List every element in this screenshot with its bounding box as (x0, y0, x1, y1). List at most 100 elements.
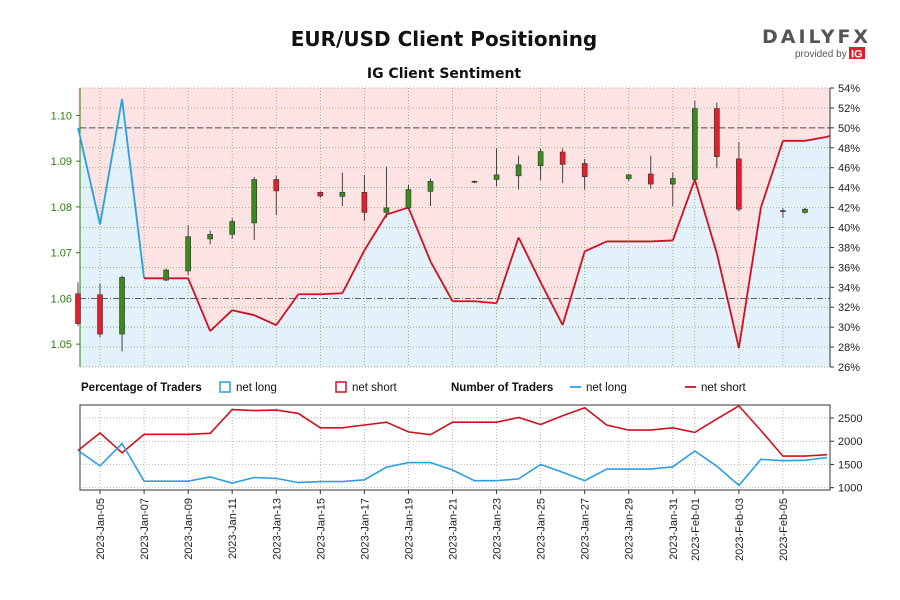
sentiment-line-segment (671, 179, 696, 241)
sentiment-line-segment (804, 135, 828, 142)
sentiment-line-segment (363, 214, 388, 251)
candle-body (581, 163, 588, 178)
candle-body (229, 221, 236, 235)
pct-tick-label: 30% (838, 322, 860, 334)
x-tick-label: 2023-Jan-09 (183, 498, 195, 560)
sentiment-line-segment (341, 250, 366, 294)
sentiment-line-segment (584, 240, 608, 253)
chart-subtitle: IG Client Sentiment (367, 66, 522, 82)
x-tick-label: 2023-Feb-03 (734, 498, 746, 561)
x-tick-label: 2023-Feb-05 (778, 498, 790, 561)
candle-body (207, 234, 213, 240)
legend-traders-long-label: net long (586, 382, 627, 394)
pct-tick-label: 42% (838, 203, 860, 215)
sentiment-line-segment (561, 251, 586, 326)
candle-body (427, 181, 434, 192)
sentiment-line-segment (232, 309, 255, 317)
legend-net-short-swatch (335, 381, 347, 393)
sentiment-line-segment (187, 277, 212, 332)
traders-count-panel: 1000 1500 2000 2500 (77, 404, 862, 495)
x-tick-label: 2023-Feb-01 (690, 498, 702, 561)
sentiment-line-segment (650, 239, 673, 243)
candle-body (647, 173, 654, 185)
candle-body (537, 151, 544, 167)
pct-tick-label: 36% (838, 262, 860, 274)
traders-tick-label: 2000 (838, 436, 862, 448)
pct-tick-label: 50% (838, 123, 860, 135)
x-tick-label: 2023-Jan-19 (403, 498, 415, 560)
x-axis: 2023-Jan-05 2023-Jan-07 2023-Jan-09 2023-Ja… (95, 490, 790, 561)
candle-body (75, 293, 81, 324)
legend-traders-short-label: net short (701, 382, 747, 394)
price-tick-label: 1.05 (51, 339, 72, 351)
candle-body (515, 164, 522, 177)
traders-net-long-line (77, 442, 828, 487)
legend-percentage-header: Percentage of Traders (81, 382, 202, 394)
logo-brand-text: DAILYFX (762, 26, 871, 48)
sentiment-line-segment (209, 309, 233, 332)
candle-body (669, 178, 676, 185)
logo-badge-box (849, 47, 865, 59)
sentiment-line-segment (386, 206, 409, 216)
sentiment-line-segment (693, 179, 718, 254)
pct-tick-label: 48% (838, 143, 860, 155)
brand-logo: DAILYFX provided by IG (762, 26, 871, 61)
candle-body (339, 191, 346, 197)
logo-badge-text: IG (851, 49, 863, 61)
traders-tick-label: 1000 (838, 483, 862, 495)
x-tick-label: 2023-Jan-25 (536, 498, 548, 560)
traders-net-short-line (77, 404, 828, 457)
chart-title: EUR/USD Client Positioning (291, 27, 598, 51)
pct-tick-label: 38% (838, 242, 860, 254)
candle-body (185, 236, 191, 272)
candle-body (714, 108, 720, 157)
pct-tick-label: 52% (838, 103, 860, 115)
x-tick-label: 2023-Jan-23 (492, 498, 504, 560)
candle-body (802, 208, 808, 213)
candle-body (317, 191, 324, 197)
sentiment-line-segment (517, 237, 542, 283)
sentiment-line-segment (253, 314, 277, 326)
chart-legend: Percentage of Traders net long net short Nu… (81, 381, 747, 394)
x-tick-label: 2023-Jan-29 (624, 498, 636, 560)
candle-body (780, 210, 786, 212)
sentiment-line-segment (121, 98, 145, 279)
pct-tick-label: 34% (838, 282, 860, 294)
price-tick-label: 1.07 (51, 248, 72, 260)
sentiment-line-segment (407, 207, 432, 262)
pct-tick-label: 28% (838, 342, 860, 354)
traders-tick-label: 1500 (838, 459, 862, 471)
legend-net-long-swatch (219, 381, 231, 393)
candle-body (405, 189, 412, 209)
candle-body (471, 181, 478, 183)
sentiment-line-segment (429, 260, 454, 302)
candle-body (119, 277, 125, 335)
sentiment-line-segment (495, 237, 520, 304)
legend-net-short-label: net short (352, 382, 398, 394)
candle-body (163, 269, 169, 281)
x-tick-label: 2023-Jan-31 (668, 498, 680, 560)
candle-body (625, 174, 632, 179)
x-tick-label: 2023-Jan-07 (139, 498, 151, 560)
traders-tick-label: 2500 (838, 413, 862, 425)
x-tick-label: 2023-Jan-15 (315, 498, 327, 560)
candle-body (273, 179, 280, 192)
candle-body (692, 108, 698, 180)
sentiment-line-segment (320, 292, 343, 296)
sentiment-line-segment (275, 293, 300, 326)
pct-tick-label: 40% (838, 223, 860, 235)
sentiment-line-segment (715, 253, 740, 349)
pct-tick-label: 46% (838, 163, 860, 175)
price-sentiment-panel: 1.05 1.06 1.07 1.08 1.09 1.10 26% 28% 30% 32% 34% 3… (51, 83, 861, 374)
sentiment-line-segment (760, 140, 784, 208)
price-tick-label: 1.06 (51, 293, 72, 305)
sentiment-line-segment (77, 127, 101, 225)
candle-body (251, 179, 258, 224)
x-tick-label: 2023-Jan-13 (271, 498, 283, 560)
sentiment-line-segment (99, 98, 123, 225)
candle-body (493, 174, 500, 180)
sentiment-line-segment (737, 207, 762, 349)
legend-net-long-label: net long (236, 382, 277, 394)
short-area-fill (78, 88, 830, 349)
